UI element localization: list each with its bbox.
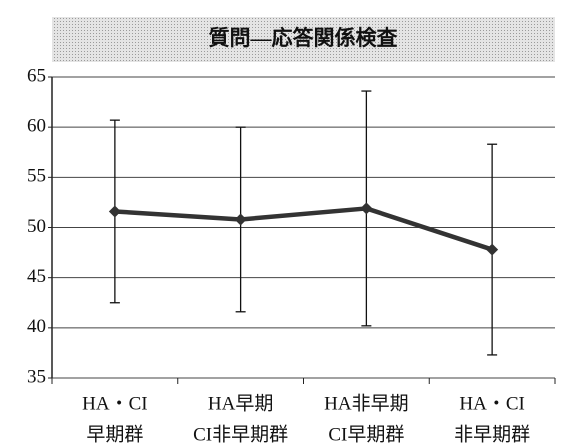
series-line [114, 206, 493, 252]
marker [108, 205, 121, 218]
y-tick-label: 35 [27, 366, 46, 387]
x-tick-label: HA・CI [82, 393, 147, 414]
y-tick-label: 40 [27, 316, 46, 337]
marker [234, 213, 247, 226]
x-tick-label: CI非早期群 [193, 423, 288, 444]
x-tick-label: 早期群 [86, 423, 143, 444]
y-tick-label: 50 [27, 216, 46, 237]
title-box [52, 17, 555, 62]
marker [486, 243, 499, 256]
x-tick-label: HA非早期 [324, 392, 408, 414]
marker [360, 202, 373, 215]
x-tick-label: HA早期 [208, 392, 273, 414]
y-tick-label: 60 [27, 116, 46, 137]
y-tick-label: 45 [27, 266, 46, 287]
x-tick-label: HA・CI [459, 393, 524, 414]
y-tick-label: 55 [27, 166, 46, 187]
y-tick-label: 65 [27, 65, 46, 86]
x-tick-label: 非早期群 [454, 423, 530, 444]
chart-title: 質問—応答関係検査 [209, 26, 398, 50]
x-tick-label: CI早期群 [328, 423, 404, 444]
